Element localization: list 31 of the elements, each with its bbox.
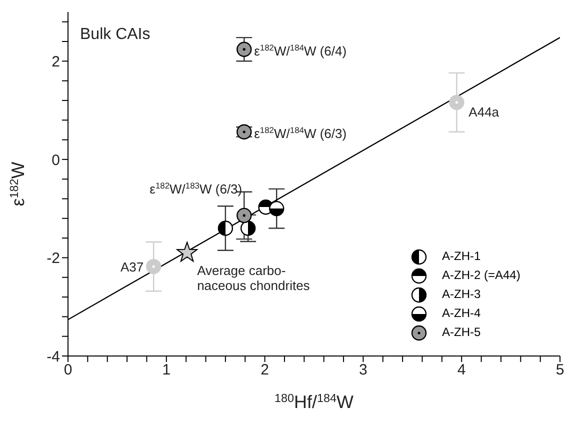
point <box>449 94 464 110</box>
legend-label: A-ZH-3 <box>442 286 481 303</box>
legend-label: A-ZH-2 (=A44) <box>442 267 520 284</box>
point <box>269 200 284 216</box>
annotation: A44a <box>468 104 500 120</box>
point <box>236 42 252 57</box>
y-tick-label: 0 <box>52 152 60 169</box>
x-axis-title: $^{180}$Hf/$^{184}$W <box>274 392 354 412</box>
text: Bulk CAIs <box>80 26 150 44</box>
point <box>176 242 198 262</box>
x-tick-label: 3 <box>359 362 368 379</box>
y-tick-label: 2 <box>52 53 60 70</box>
annotation: Average carbo- naceous chondrites <box>197 262 310 293</box>
legend-label: A-ZH-4 <box>442 305 481 322</box>
x-tick-label: 0 <box>64 362 72 379</box>
x-tick-label: 5 <box>556 362 564 379</box>
point <box>240 220 256 236</box>
y-tick-label: -4 <box>46 348 60 366</box>
point <box>146 258 162 274</box>
annotation: A37 <box>120 260 144 275</box>
y-tick-label: -2 <box>46 250 60 268</box>
legend-label: A-ZH-1 <box>442 248 481 265</box>
point <box>218 220 234 236</box>
x-tick-label: 2 <box>260 362 269 379</box>
x-tick-label: 1 <box>162 362 171 379</box>
annotation: ε$^{182}$W/$^{183}$W (6/3) <box>150 180 242 196</box>
point <box>236 208 252 224</box>
legend-label: A-ZH-5 <box>442 324 481 341</box>
annotation: ε$^{182}$W/$^{184}$W (6/4) <box>254 42 347 58</box>
x-tick-label: 4 <box>457 362 466 379</box>
annotation: ε$^{182}$W/$^{184}$W (6/3) <box>254 124 347 141</box>
